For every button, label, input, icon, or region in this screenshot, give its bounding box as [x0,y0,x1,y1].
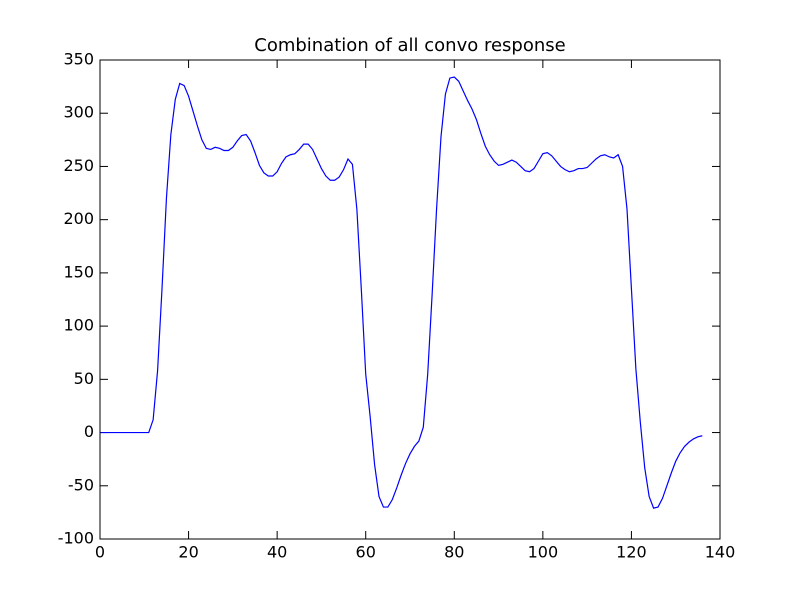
y-tick-label: -50 [68,475,94,494]
y-tick-label: 0 [84,422,94,441]
y-tick-label: 250 [63,156,94,175]
x-tick-label: 80 [444,543,464,562]
x-tick-label: 120 [616,543,647,562]
y-tick-label: 350 [63,50,94,69]
y-tick-label: 200 [63,209,94,228]
x-tick-label: 40 [267,543,287,562]
x-tick-label: 0 [95,543,105,562]
line [100,76,703,509]
y-tick-label: -100 [58,529,94,548]
plot-frame [99,59,721,540]
x-tick-label: 100 [528,543,559,562]
y-tick-label: 100 [63,316,94,335]
y-tick-label: 50 [74,369,94,388]
y-tick-label: 300 [63,103,94,122]
x-tick-label: 60 [356,543,376,562]
x-tick-label: 140 [705,543,736,562]
x-tick-label: 20 [178,543,198,562]
y-tick-label: 150 [63,262,94,281]
chart-title: Combination of all convo response [254,35,565,56]
